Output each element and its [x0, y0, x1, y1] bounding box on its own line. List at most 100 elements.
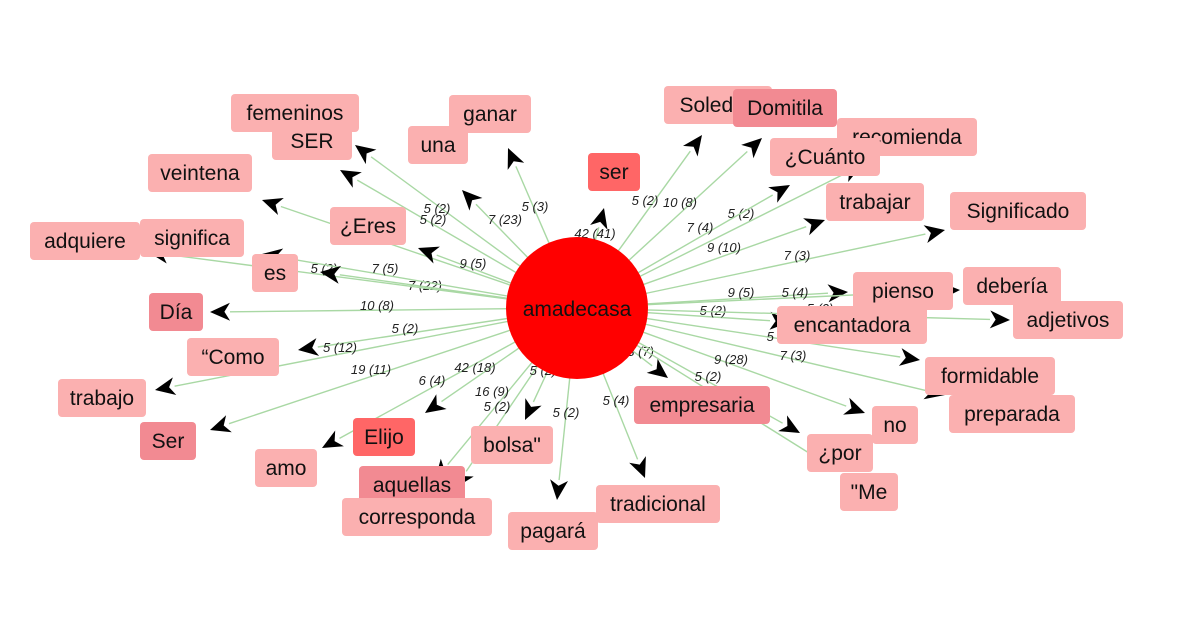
edge-line: [640, 322, 926, 392]
node-adjetivos[interactable]: adjetivos: [1013, 301, 1123, 339]
edge-weight-label: 5 (2): [553, 405, 580, 420]
node-label: "Me: [851, 481, 888, 504]
node-box[interactable]: [872, 406, 918, 444]
node-label: Significado: [967, 200, 1070, 223]
node-label: SER: [290, 130, 333, 153]
edge-line: [167, 253, 513, 301]
edge-Eres: 9 (5): [418, 246, 517, 286]
node-box[interactable]: [950, 192, 1086, 230]
edge-ganar: 5 (3): [507, 148, 552, 249]
edge-weight-label: 5 (2): [424, 201, 451, 216]
node-Significado[interactable]: Significado: [950, 192, 1086, 230]
node-Como[interactable]: “Como: [187, 338, 279, 376]
nodes-layer: femeninos SER una ganar veintena ¿Eres adquier…: [30, 86, 1123, 550]
edge-weight-label: 5 (2): [695, 369, 722, 384]
node-box[interactable]: [634, 386, 770, 424]
node-box[interactable]: [449, 95, 531, 133]
node-no[interactable]: no: [872, 406, 918, 444]
edge-line: [370, 156, 526, 271]
node-box[interactable]: [30, 222, 140, 260]
node-box[interactable]: [408, 126, 468, 164]
arrowhead-icon: [629, 456, 646, 478]
node-bolsa[interactable]: bolsa": [471, 426, 553, 464]
node-box[interactable]: [252, 254, 298, 292]
node-box[interactable]: [840, 473, 898, 511]
node-preparada[interactable]: preparada: [949, 395, 1075, 433]
node-box[interactable]: [353, 418, 415, 456]
node-box[interactable]: [807, 434, 873, 472]
node-box[interactable]: [58, 379, 146, 417]
center-node[interactable]: amadecasa: [506, 237, 648, 379]
node-box[interactable]: [925, 357, 1055, 395]
node-empresaria[interactable]: empresaria: [634, 386, 770, 424]
node-tradicional[interactable]: tradicional: [596, 485, 720, 523]
node-por[interactable]: ¿por: [807, 434, 873, 472]
node-amo[interactable]: amo: [255, 449, 317, 487]
node-trabajo[interactable]: trabajo: [58, 379, 146, 417]
node-box[interactable]: [949, 395, 1075, 433]
arrowhead-icon: [646, 358, 668, 378]
node-box[interactable]: [508, 512, 598, 550]
node-box[interactable]: [963, 267, 1061, 305]
node-box[interactable]: [733, 89, 837, 127]
node-corresponda[interactable]: corresponda: [342, 498, 492, 536]
node-Cuanto[interactable]: ¿Cuánto: [770, 138, 880, 176]
node-box[interactable]: [330, 207, 406, 245]
node-box[interactable]: [272, 122, 352, 160]
arrowhead-icon: [803, 218, 825, 236]
node-veintena[interactable]: veintena: [148, 154, 252, 192]
node-Dia[interactable]: Día: [149, 293, 203, 331]
node-Eres[interactable]: ¿Eres: [330, 207, 406, 245]
node-box[interactable]: [777, 306, 927, 344]
node-box[interactable]: [140, 219, 244, 257]
node-label: ¿por: [818, 442, 861, 465]
node-box[interactable]: [853, 272, 953, 310]
node-encantadora[interactable]: encantadora: [777, 306, 927, 344]
node-adquiere[interactable]: adquiere: [30, 222, 140, 260]
node-box[interactable]: [149, 293, 203, 331]
edge-line: [641, 292, 829, 305]
edge-line: [624, 150, 748, 265]
node-box[interactable]: [140, 422, 196, 460]
node-label: preparada: [964, 403, 1060, 426]
node-box[interactable]: [588, 153, 640, 191]
node-ganar[interactable]: ganar: [449, 95, 531, 133]
node-ser[interactable]: ser: [588, 153, 640, 191]
edge-Soledad: 5 (2): [614, 135, 702, 256]
node-box[interactable]: [359, 466, 465, 504]
center-node-circle[interactable]: [506, 237, 648, 379]
node-Elijo[interactable]: Elijo: [353, 418, 415, 456]
node-box[interactable]: [770, 138, 880, 176]
node-aquellas[interactable]: aquellas: [359, 466, 465, 504]
edge-Elijo: 42 (18): [425, 344, 524, 413]
node-label: ¿Eres: [340, 215, 396, 238]
node-box[interactable]: [471, 426, 553, 464]
node-una[interactable]: una: [408, 126, 468, 164]
node-deberia[interactable]: debería: [963, 267, 1061, 305]
node-SER[interactable]: SER: [272, 122, 352, 160]
edge-line: [339, 274, 513, 300]
node-trabajar[interactable]: trabajar: [826, 183, 924, 221]
node-box[interactable]: [596, 485, 720, 523]
node-formidable[interactable]: formidable: [925, 357, 1055, 395]
arrowhead-icon: [741, 138, 762, 159]
node-pienso[interactable]: pienso: [853, 272, 953, 310]
node-box[interactable]: [148, 154, 252, 192]
arrowhead-icon: [843, 397, 865, 415]
node-label: corresponda: [359, 506, 476, 529]
node-box[interactable]: [826, 183, 924, 221]
node-Ser2[interactable]: Ser: [140, 422, 196, 460]
arrowhead-icon: [768, 185, 790, 203]
arrowhead-icon: [425, 394, 447, 413]
edge-Ser2: 19 (11): [210, 327, 516, 433]
node-significa[interactable]: significa: [140, 219, 244, 257]
node-Domitila[interactable]: Domitila: [733, 89, 837, 127]
node-pagara[interactable]: pagará: [508, 512, 598, 550]
node-es[interactable]: es: [252, 254, 298, 292]
node-box[interactable]: [1013, 301, 1123, 339]
node-box[interactable]: [342, 498, 492, 536]
arrowhead-icon: [550, 479, 568, 500]
node-box[interactable]: [255, 449, 317, 487]
node-box[interactable]: [187, 338, 279, 376]
node-Me[interactable]: "Me: [840, 473, 898, 511]
